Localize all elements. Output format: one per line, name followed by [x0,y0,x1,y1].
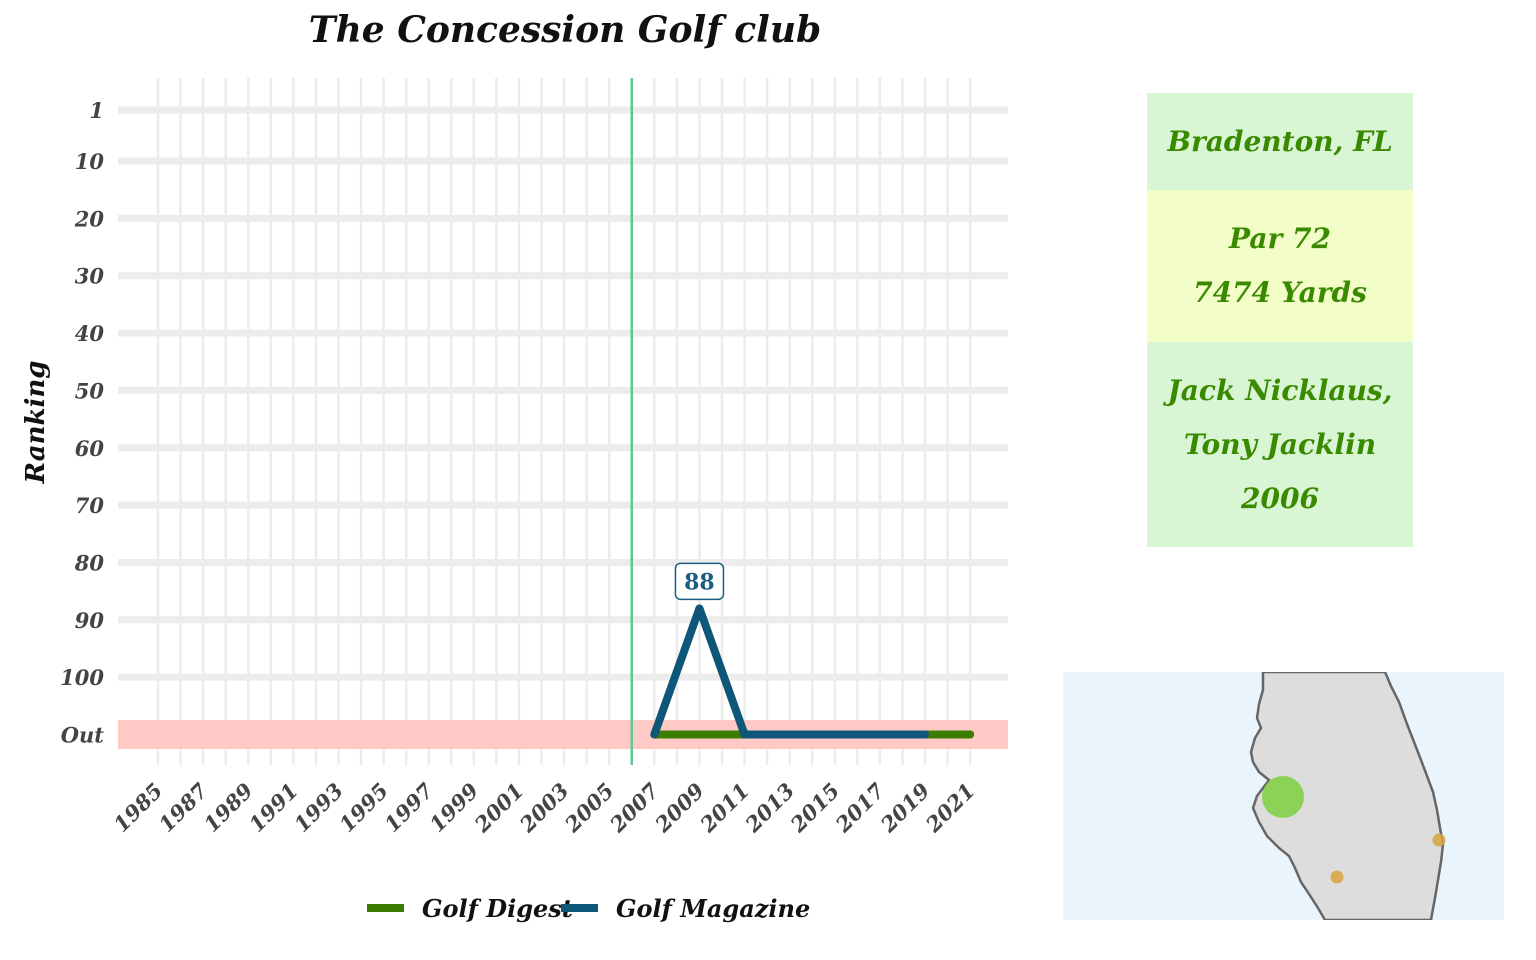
par-yards-box: Par 72 7474 Yards [1147,190,1413,342]
architect-line-1: Jack Nicklaus, [1167,373,1393,407]
other-course-marker [1330,870,1344,884]
y-tick-label: 50 [75,378,105,403]
annotations: 88 [674,562,725,601]
x-tick-label: 1993 [289,778,348,837]
x-tick-label: 2001 [469,778,529,838]
x-tick-label: 1985 [109,778,168,837]
architect-box: Jack Nicklaus, Tony Jacklin 2006 [1147,342,1413,547]
y-tick-label: 40 [75,321,105,346]
series-lines [650,604,975,739]
x-tick-label: 2013 [739,778,799,838]
course-info-panel: Bradenton, FL Par 72 7474 Yards Jack Nic… [1147,93,1413,547]
x-tick-label: 1989 [199,778,258,837]
x-tick-label: 1997 [379,778,438,837]
x-tick-label: 2011 [694,778,754,838]
year-opened-text: 2006 [1241,481,1319,515]
location-map [1063,672,1504,920]
x-tick-label: 2021 [920,778,980,838]
course-location-marker [1262,776,1304,818]
y-tick-label: 100 [60,665,104,690]
x-tick-labels: 1985198719891991199319951997199920012003… [109,778,980,838]
x-tick-label: 1995 [334,778,393,837]
x-tick-label: 2005 [559,778,619,838]
data-label: 88 [684,569,715,595]
location-text: Bradenton, FL [1167,124,1393,158]
x-tick-label: 2003 [514,778,574,838]
legend: Golf Digest Golf Magazine [367,894,810,923]
legend-label: Golf Magazine [616,894,810,923]
x-tick-label: 2015 [785,778,845,838]
y-tick-label: 80 [74,550,105,575]
x-tick-label: 2017 [830,778,890,838]
x-tick-label: 1991 [244,778,303,837]
y-tick-label: Out [61,723,105,748]
x-tick-label: 2009 [649,778,709,838]
ranking-chart: 88 1 10 20 30 40 50 60 70 80 90 100 Out 19851987198… [21,9,1008,923]
y-tick-label: 20 [74,206,105,231]
location-box: Bradenton, FL [1147,93,1413,190]
yards-text: 7474 Yards [1193,276,1367,309]
florida-landmass [1249,672,1445,920]
chart-title: The Concession Golf club [309,9,821,51]
x-tick-label: 2007 [604,778,664,838]
architect-line-2: Tony Jacklin [1183,427,1377,461]
y-tick-label: 10 [75,149,105,174]
other-course-marker [1432,833,1446,847]
legend-label: Golf Digest [422,894,573,923]
grid-lines [118,78,1008,765]
data-label-box [674,562,725,601]
y-axis-label: Ranking [21,361,51,485]
x-tick-label: 2019 [875,778,935,838]
y-tick-labels: 1 10 20 30 40 50 60 70 80 90 100 Out [60,98,104,748]
x-tick-label: 1987 [154,778,213,837]
par-text: Par 72 [1229,222,1331,255]
y-tick-label: 60 [75,436,105,461]
y-tick-label: 30 [75,264,105,289]
y-tick-label: 70 [75,493,105,518]
x-tick-label: 1999 [424,778,483,837]
y-tick-label: 90 [75,608,105,633]
y-tick-label: 1 [89,98,104,123]
